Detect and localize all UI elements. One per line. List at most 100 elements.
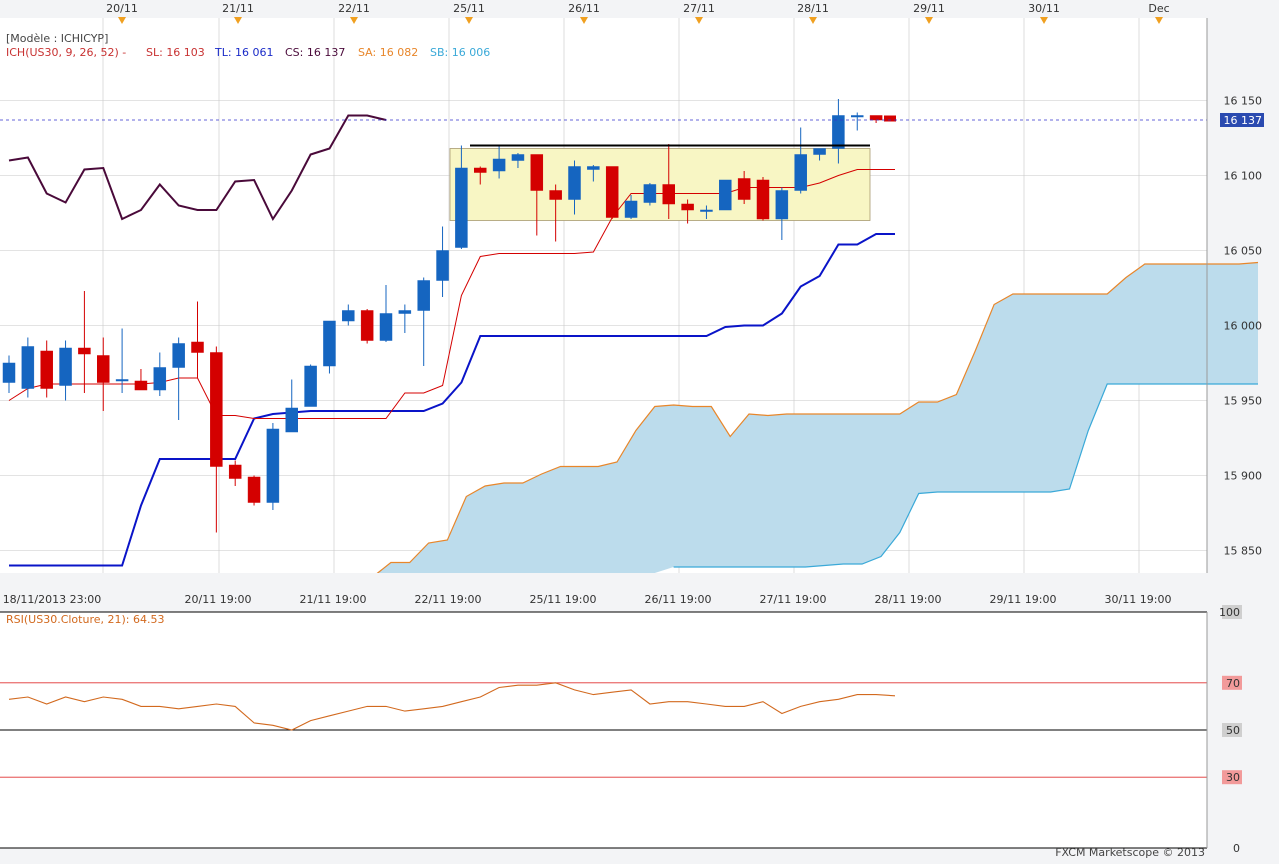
candle-body: [115, 379, 129, 382]
candle-body: [59, 347, 72, 386]
candle-body: [492, 158, 506, 172]
candle: [624, 195, 638, 219]
time-tick-label: 20/11 19:00: [185, 593, 252, 606]
candle-body: [605, 166, 619, 218]
candle-body: [662, 184, 675, 205]
time-axis-bar: [0, 573, 1279, 611]
candle-body: [643, 184, 657, 203]
current-price-badge: [1220, 113, 1264, 127]
candle-body: [266, 428, 280, 503]
candle: [549, 184, 562, 242]
senkou-span-a-line: [371, 261, 1259, 578]
candle: [304, 364, 317, 407]
top-date-label: 22/11: [338, 2, 370, 15]
price-tick-label: 16 100: [1224, 170, 1263, 183]
rsi-tick-label: 50: [1226, 724, 1240, 737]
time-tick-label: 18/11/2013 23:00: [3, 593, 102, 606]
candle-body: [379, 313, 393, 341]
live-price-marker: [884, 115, 896, 122]
time-tick-label: 28/11 19:00: [875, 593, 942, 606]
candle-body: [851, 115, 864, 118]
top-date-label: Dec: [1148, 2, 1169, 15]
candle: [568, 160, 581, 215]
top-date-label: 28/11: [797, 2, 829, 15]
session-marker-icon: [695, 17, 703, 24]
candle: [851, 112, 864, 131]
legend-entry: TL: 16 061: [214, 46, 274, 59]
rsi-tick-label: 100: [1219, 606, 1240, 619]
candle: [210, 346, 223, 533]
session-marker-icon: [1040, 17, 1048, 24]
model-label: [Modèle : ICHICYP]: [6, 32, 108, 45]
candle-body: [323, 320, 336, 367]
candle-body: [568, 166, 581, 200]
candle: [21, 337, 35, 398]
rsi-tick-label: 30: [1226, 771, 1240, 784]
candle: [474, 166, 487, 185]
price-tick-label: 15 850: [1224, 545, 1263, 558]
price-tick-label: 16 000: [1224, 320, 1263, 333]
chikou-span-line: [8, 114, 387, 222]
time-tick-label: 22/11 19:00: [415, 593, 482, 606]
candle: [59, 340, 72, 401]
session-marker-icon: [118, 17, 126, 24]
candle-body: [587, 166, 600, 170]
legend-entry: SL: 16 103: [146, 46, 205, 59]
top-date-label: 21/11: [222, 2, 254, 15]
candle-body: [756, 179, 770, 220]
candle-body: [360, 310, 374, 341]
candle-body: [794, 154, 807, 191]
candles-group: [2, 99, 883, 533]
candle-body: [775, 190, 789, 220]
candle: [436, 226, 449, 297]
candle: [266, 423, 280, 510]
candle: [379, 285, 393, 342]
candle: [719, 179, 732, 211]
rsi-tick-badge: [1222, 605, 1242, 619]
candle: [78, 291, 91, 393]
candle-body: [417, 280, 430, 311]
time-tick-label: 27/11 19:00: [760, 593, 827, 606]
candle: [643, 183, 657, 206]
top-date-label: 25/11: [453, 2, 485, 15]
candle: [398, 304, 412, 333]
footer-copyright: FXCM Marketscope © 2013: [1055, 846, 1205, 859]
kijun-sen-line: [9, 233, 895, 567]
top-date-label: 30/11: [1028, 2, 1060, 15]
rsi-tick-badge: [1222, 770, 1242, 785]
candle-body: [153, 367, 167, 391]
candle: [662, 144, 675, 219]
candle: [97, 337, 110, 411]
top-date-label: 29/11: [913, 2, 945, 15]
date-scale-bar: [0, 0, 1279, 18]
price-tick-label: 15 950: [1224, 395, 1263, 408]
legend-entry: CS: 16 137: [285, 46, 345, 59]
top-date-label: 26/11: [568, 2, 600, 15]
candle: [530, 154, 544, 236]
session-marker-icon: [465, 17, 473, 24]
candle: [756, 177, 770, 221]
candle: [775, 187, 789, 240]
rsi-tick-label: 0: [1233, 842, 1240, 855]
candle-body: [700, 209, 713, 212]
candle: [737, 171, 751, 204]
candle-body: [172, 343, 185, 368]
candle-body: [2, 362, 16, 383]
candle: [587, 165, 600, 182]
candle: [455, 145, 468, 249]
rsi-line: [8, 682, 896, 731]
candle: [492, 145, 506, 179]
candle-body: [210, 352, 223, 467]
candle: [813, 148, 826, 161]
candle: [172, 337, 185, 420]
time-tick-label: 25/11 19:00: [530, 593, 597, 606]
candle: [605, 166, 619, 219]
candle: [191, 301, 204, 378]
session-marker-icon: [234, 17, 242, 24]
candle: [2, 355, 16, 393]
candle-body: [719, 179, 732, 211]
ichimoku-cloud: [372, 262, 1258, 578]
candle: [417, 277, 430, 366]
time-tick-label: 21/11 19:00: [300, 593, 367, 606]
